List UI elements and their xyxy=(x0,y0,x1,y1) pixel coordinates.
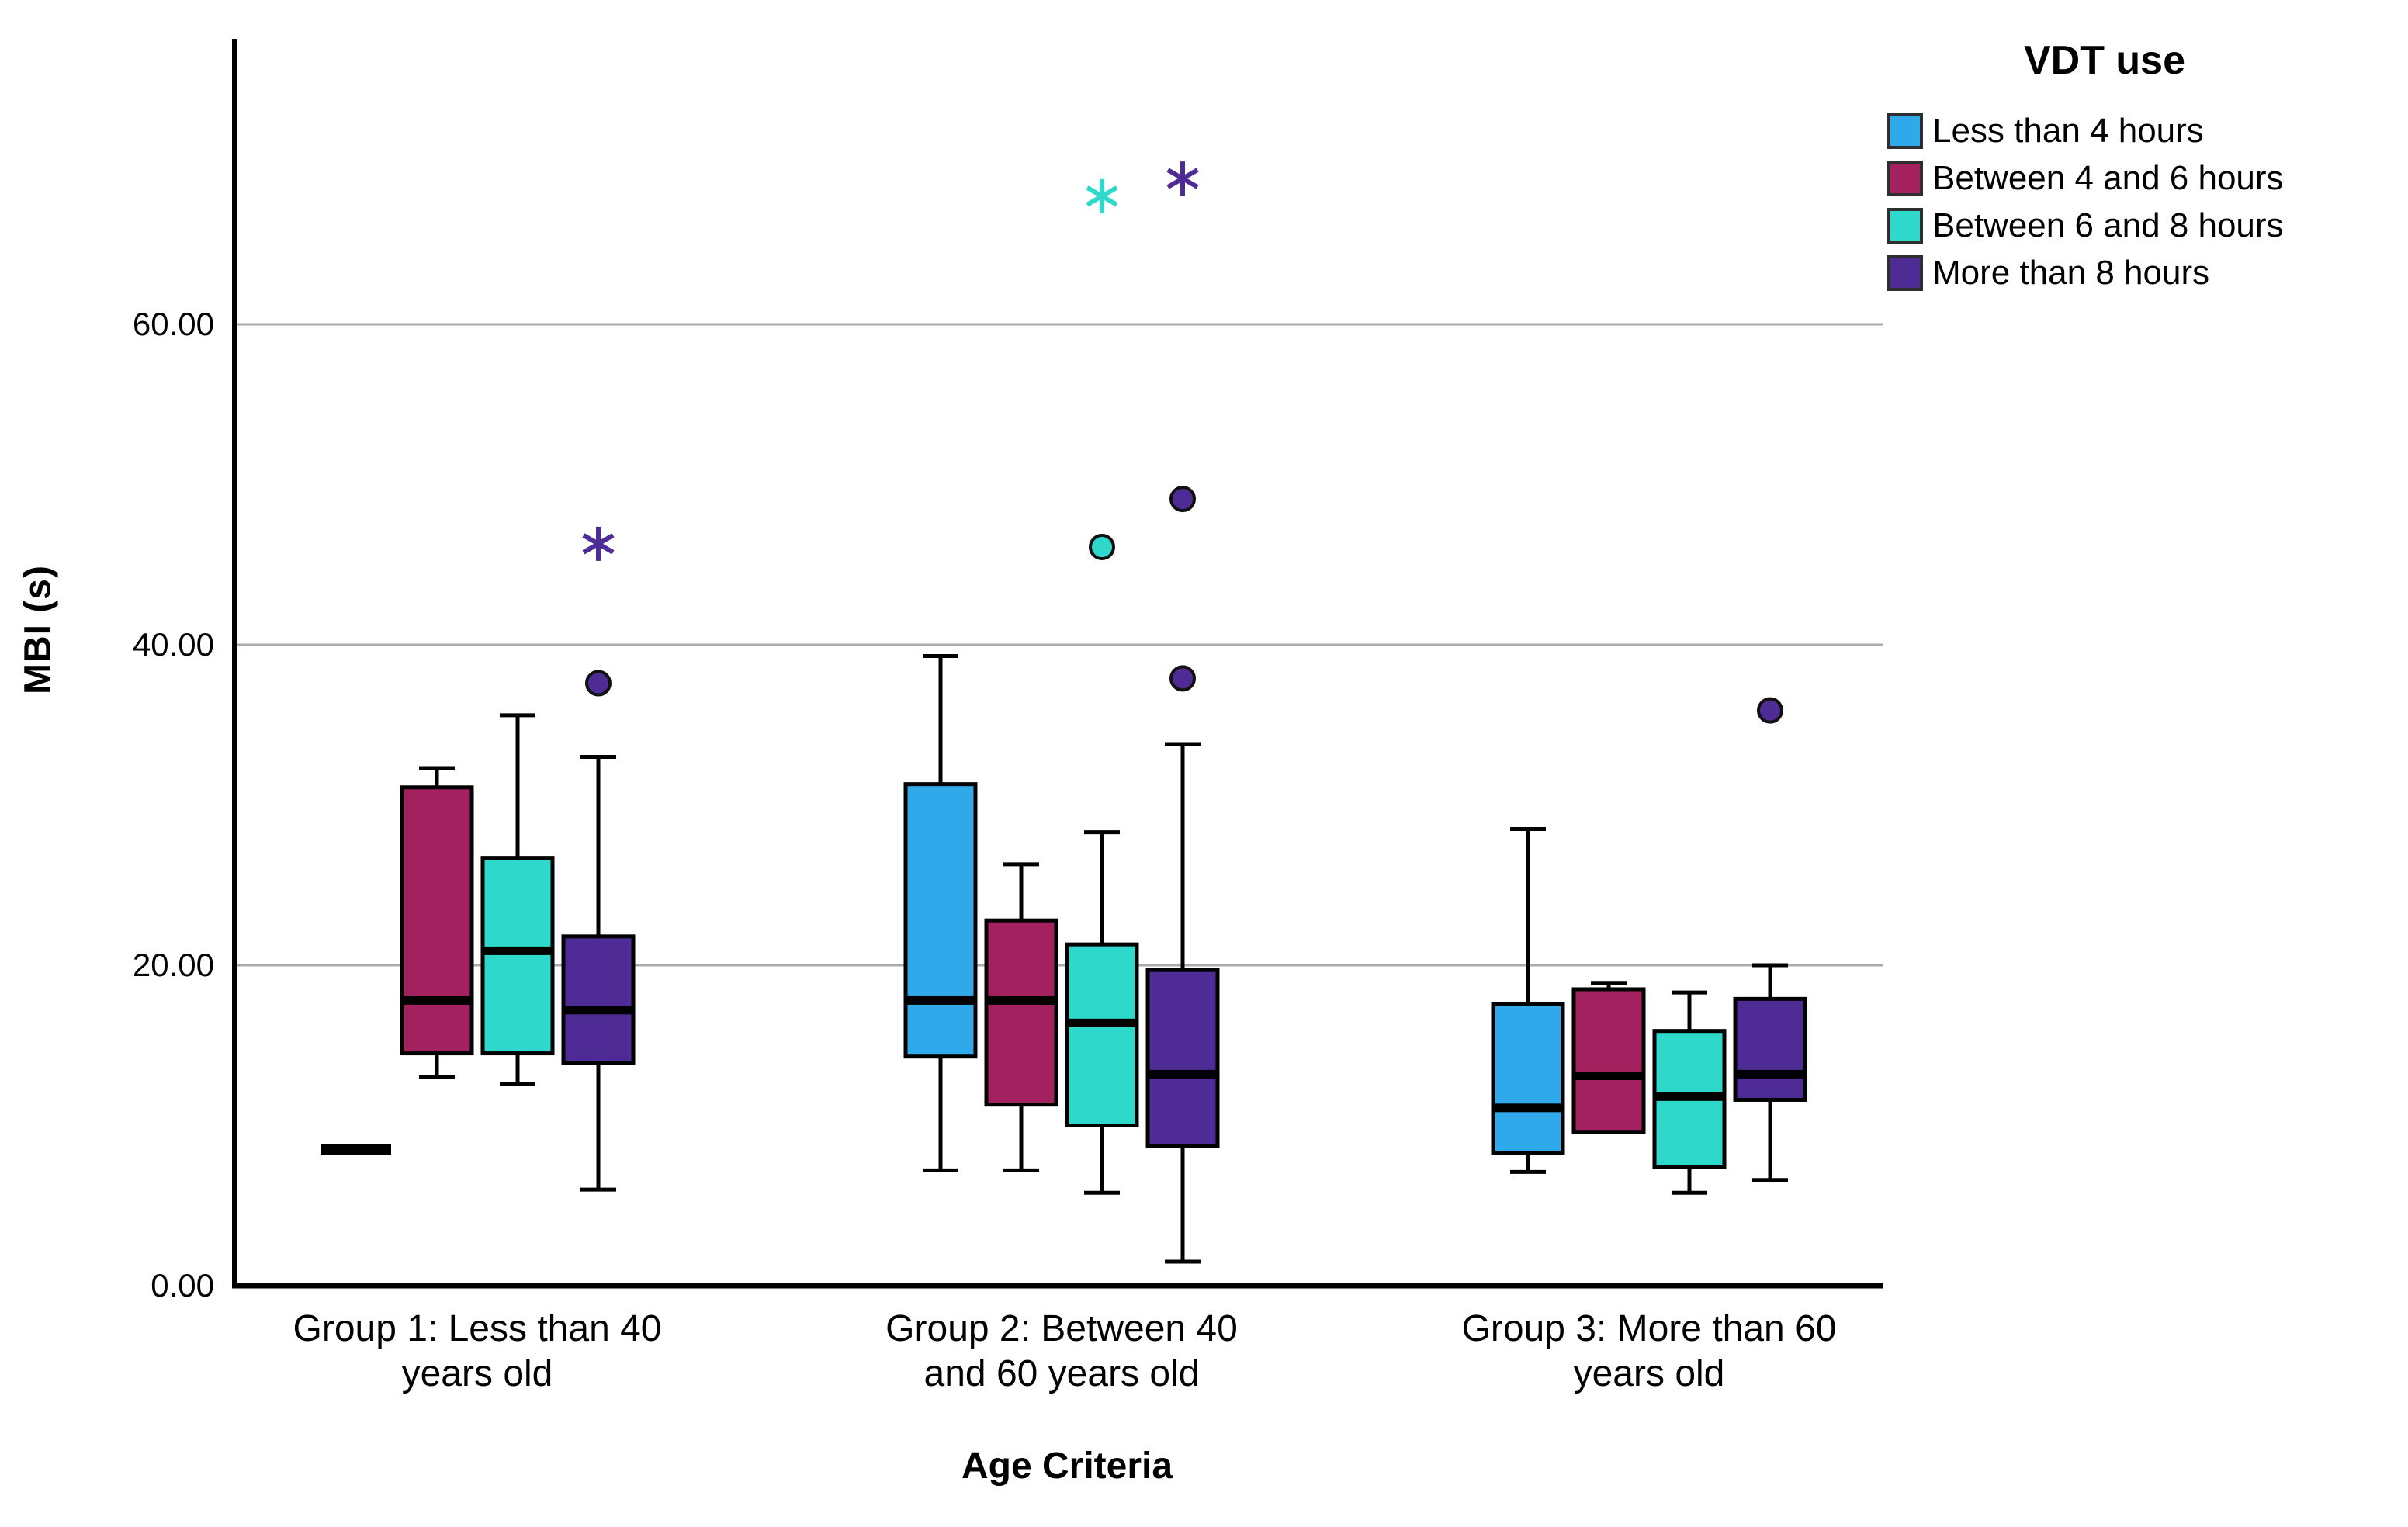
box-median-line xyxy=(985,995,1058,1005)
box-iqr xyxy=(480,856,555,1056)
box-iqr xyxy=(561,934,636,1065)
outlier-point xyxy=(1169,665,1196,692)
y-tick-label-40: 40.00 xyxy=(132,626,214,663)
legend-title: VDT use xyxy=(2023,38,2186,83)
box-median-line xyxy=(1065,1018,1138,1027)
legend-swatch-icon xyxy=(1887,255,1923,291)
box-median-line xyxy=(1572,1071,1645,1080)
box-iqr xyxy=(400,785,474,1056)
outlier-point xyxy=(1089,534,1115,561)
y-tick-label-0: 0.00 xyxy=(151,1267,214,1304)
outlier-point xyxy=(1757,697,1783,724)
legend-item-between-4-and-6-hours: Between 4 and 6 hours xyxy=(1887,161,2353,196)
box-median-line xyxy=(1734,1069,1807,1079)
legend-item-less-than-4-hours: Less than 4 hours xyxy=(1887,113,2353,149)
legend-item-label: Between 6 and 8 hours xyxy=(1932,206,2284,244)
extreme-point-arm xyxy=(582,533,615,555)
legend: VDT use Less than 4 hours Between 4 and … xyxy=(1887,37,2353,303)
box-median-line xyxy=(400,995,473,1005)
x-category-label-group2-line2: and 60 years old xyxy=(923,1353,1200,1394)
legend-swatch-icon xyxy=(1887,113,1923,149)
x-category-label-group3-line2: years old xyxy=(1573,1353,1725,1394)
y-axis-title: MBI (s) xyxy=(17,565,59,695)
box-median-line xyxy=(562,1006,635,1015)
y-tick-label-60: 60.00 xyxy=(132,306,214,342)
box-iqr xyxy=(1145,968,1220,1148)
box-median-line xyxy=(1492,1103,1564,1113)
x-category-label-group1: Group 1: Less than 40 years old xyxy=(182,1307,772,1397)
outlier-point xyxy=(1169,486,1196,513)
outlier-point xyxy=(585,670,612,697)
legend-item-between-6-and-8-hours: Between 6 and 8 hours xyxy=(1887,208,2353,244)
x-category-label-group1-line2: years old xyxy=(401,1353,553,1394)
legend-item-more-than-8-hours: More than 8 hours xyxy=(1887,255,2353,291)
legend-swatch-icon xyxy=(1887,161,1923,196)
x-axis-title: Age Criteria xyxy=(961,1446,1173,1487)
legend-item-label: Less than 4 hours xyxy=(1932,112,2204,150)
box-median-line xyxy=(1653,1092,1726,1101)
legend-item-label: Between 4 and 6 hours xyxy=(1932,159,2284,197)
extreme-point-arm xyxy=(1086,185,1118,207)
x-category-label-group1-line1: Group 1: Less than 40 xyxy=(293,1308,662,1349)
box-iqr xyxy=(1491,1002,1565,1155)
y-tick-label-20: 20.00 xyxy=(132,947,214,983)
box-median-line xyxy=(1146,1069,1219,1079)
box-median-line xyxy=(904,995,977,1005)
x-category-label-group2-line1: Group 2: Between 40 xyxy=(885,1308,1238,1349)
extreme-point-arm xyxy=(1166,168,1199,189)
legend-swatch-icon xyxy=(1887,208,1923,244)
box-iqr xyxy=(984,918,1058,1107)
box-iqr xyxy=(1065,942,1139,1128)
box-iqr xyxy=(1571,987,1646,1134)
x-category-label-group3-line1: Group 3: More than 60 xyxy=(1461,1308,1837,1349)
x-category-label-group3: Group 3: More than 60 years old xyxy=(1354,1307,1944,1397)
box-iqr xyxy=(1733,996,1807,1102)
legend-item-label: More than 8 hours xyxy=(1932,254,2210,292)
box-median-only-line xyxy=(321,1144,391,1155)
box-iqr xyxy=(903,782,978,1059)
box-median-line xyxy=(481,946,554,955)
x-category-label-group2: Group 2: Between 40 and 60 years old xyxy=(767,1307,1356,1397)
